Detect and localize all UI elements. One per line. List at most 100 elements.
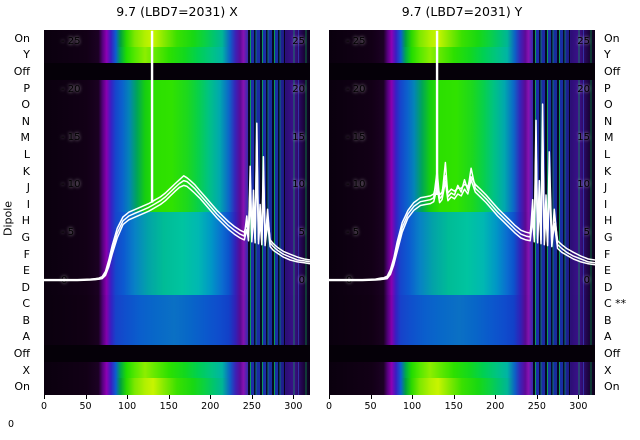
x-tick — [495, 395, 497, 399]
inner-ytick-label: - 5 — [346, 227, 360, 239]
origin-tick-label: 0 — [8, 419, 15, 430]
row-label: On — [604, 31, 620, 45]
off-band — [329, 63, 595, 80]
x-tick — [44, 395, 45, 399]
x-tick-label: 250 — [527, 401, 546, 412]
row-label: G — [604, 230, 613, 244]
x-tick-label: 250 — [242, 401, 261, 412]
row-label: A — [604, 330, 612, 344]
x-tick-label: 200 — [486, 401, 505, 412]
row-label: P — [23, 81, 30, 95]
row-label: H — [21, 214, 30, 228]
row-label: Off — [13, 64, 30, 78]
x-tick — [370, 395, 372, 399]
heatmap-panel-y: - 25- 20- 15- 10- 5 0 25 20 15 10 5 0 0 50 100 150 2… — [326, 30, 595, 412]
heatmap-clip: - 25- 20- 15- 10- 5 0 25 20 15 10 5 0 — [44, 30, 310, 395]
trace-2 — [44, 138, 310, 281]
heatmap-row-on — [44, 378, 310, 395]
row-label: Off — [13, 347, 30, 361]
inner-ytick-label: 25 — [577, 36, 590, 47]
heatmap-row-y — [44, 46, 310, 64]
inner-ytick-label: - 25 — [61, 36, 81, 47]
heatmap-panel-x: - 25- 20- 15- 10- 5 0 25 20 15 10 5 0 0 50 100 150 2… — [41, 30, 310, 412]
row-label: Off — [604, 64, 621, 78]
trace-3 — [329, 141, 595, 282]
heatmap-row-h — [44, 212, 310, 229]
x-tick-label: 200 — [201, 401, 220, 412]
heatmap-row-n — [329, 112, 595, 130]
row-label: B — [604, 313, 612, 327]
row-label: On — [604, 380, 620, 394]
heatmap-clip: - 25- 20- 15- 10- 5 0 25 20 15 10 5 0 — [329, 30, 595, 395]
heatmap-row-l — [329, 146, 595, 163]
inner-ytick-label: - 15 — [61, 131, 81, 143]
inner-ytick-label: 0 — [583, 275, 590, 286]
row-label: M — [604, 131, 614, 145]
x-tick — [412, 395, 414, 399]
inner-ytick-label: - 5 — [61, 227, 75, 239]
row-label: J — [26, 181, 30, 195]
x-tick-label: 0 — [325, 401, 333, 412]
row-label: H — [604, 214, 613, 228]
x-tick-label: 150 — [159, 401, 178, 412]
heatmap-row-b — [329, 311, 595, 329]
heatmap-row-e — [329, 262, 595, 279]
trace-overlay — [44, 30, 310, 282]
x-tick — [293, 395, 295, 399]
inner-ytick-label: 25 — [292, 36, 305, 47]
row-label: Off — [604, 347, 621, 361]
x-tick — [127, 395, 129, 399]
heatmap-row-x — [329, 361, 595, 379]
x-tick-label: 150 — [444, 401, 463, 412]
inner-ytick-label: - 15 — [346, 131, 366, 143]
row-label: B — [22, 313, 30, 327]
inner-ytick-label: 20 — [577, 83, 590, 95]
row-label: Y — [23, 48, 30, 62]
row-label: N — [604, 114, 613, 128]
row-labels-right: On Y Off P O N M L K J I H G F E D C ** B A Off X On — [601, 30, 640, 395]
x-tick-label: 100 — [118, 401, 137, 412]
trace-2 — [329, 127, 595, 281]
row-label: K — [604, 164, 612, 178]
inner-ytick-label: 5 — [583, 227, 590, 239]
trace-overlay — [329, 30, 595, 282]
x-tick — [329, 395, 330, 399]
x-tick — [578, 395, 580, 399]
row-label: X — [22, 363, 30, 377]
row-label: F — [604, 247, 611, 261]
heatmap-row-j — [44, 179, 310, 196]
heatmap-row-l — [44, 146, 310, 163]
heatmap-row-g — [44, 228, 310, 246]
heatmap-row-x — [44, 361, 310, 379]
row-label: X — [604, 363, 612, 377]
trace-3 — [44, 160, 310, 282]
inner-ytick-label: 20 — [292, 83, 305, 95]
row-label: M — [20, 131, 31, 145]
row-label: P — [604, 81, 611, 95]
x-tick — [210, 395, 212, 399]
inner-ytick-label: 15 — [292, 131, 305, 143]
heatmap-row-m — [44, 129, 310, 147]
x-tick-label: 50 — [79, 401, 92, 412]
row-label: L — [23, 147, 30, 161]
heatmap-row-a — [329, 328, 595, 345]
inner-ytick-label: 10 — [577, 179, 590, 191]
panel-title-x: 9.7 (LBD7=2031) X — [116, 4, 238, 19]
heatmap-row-a — [44, 328, 310, 345]
trace-1 — [44, 122, 310, 281]
inner-ytick-label: - 20 — [61, 83, 81, 95]
x-tick — [168, 395, 170, 399]
x-tick — [251, 395, 253, 399]
x-tick-label: 50 — [364, 401, 377, 412]
inner-ytick-label: - 10 — [346, 179, 366, 191]
heatmap-row-c — [329, 295, 595, 312]
heatmap-row-c — [44, 295, 310, 312]
row-label: On — [14, 380, 30, 394]
row-label: A — [22, 330, 30, 344]
off-band — [44, 345, 310, 362]
heatmap-row-o — [329, 96, 595, 113]
inner-ytick-label: - 25 — [346, 36, 366, 47]
row-label: L — [604, 147, 611, 161]
heatmap-row-i — [329, 195, 595, 213]
